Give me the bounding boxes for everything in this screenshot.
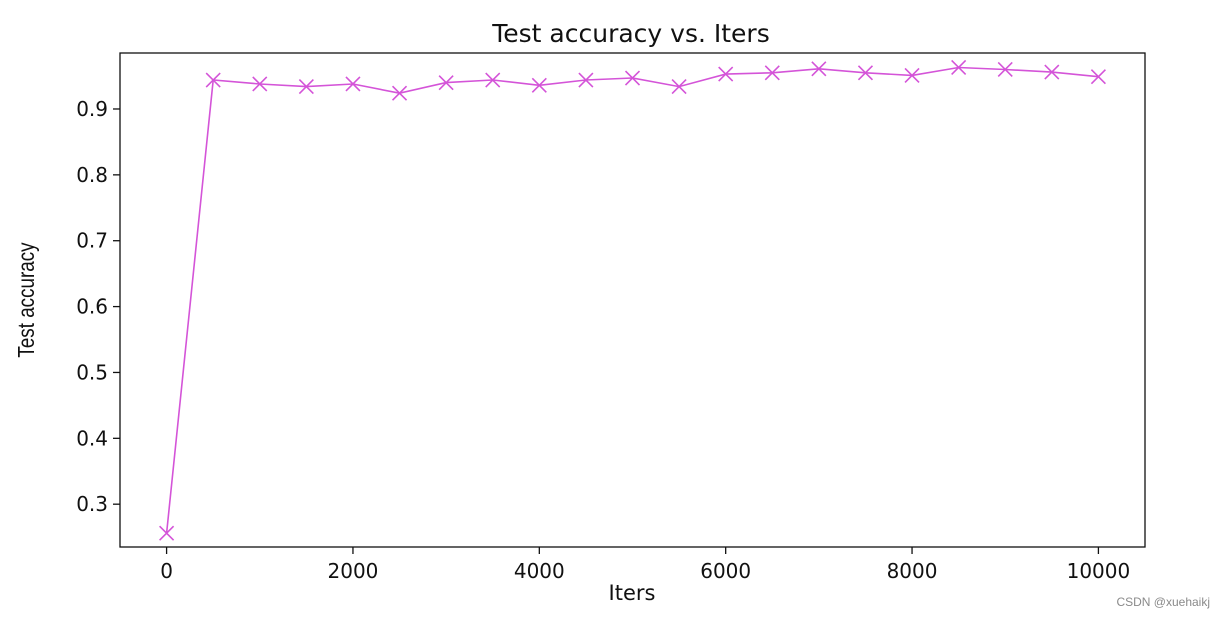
y-tick-label: 0.3	[76, 492, 108, 516]
data-point-marker	[252, 76, 268, 92]
data-point-marker	[205, 72, 221, 88]
data-point-marker	[764, 65, 780, 81]
x-tick-label: 4000	[514, 559, 565, 583]
data-point-marker	[391, 85, 408, 101]
data-point-marker	[997, 61, 1013, 78]
data-point-marker	[485, 72, 501, 88]
data-point-marker	[578, 72, 594, 88]
y-tick-label: 0.9	[76, 97, 108, 121]
data-point-marker	[671, 79, 687, 95]
data-point-marker	[298, 79, 314, 95]
data-point-marker	[951, 59, 967, 76]
data-point-marker	[1090, 69, 1106, 85]
y-tick-label: 0.7	[76, 229, 108, 253]
y-tick-label: 0.6	[76, 295, 108, 319]
chart-title: Test accuracy vs. Iters	[491, 19, 770, 48]
series-markers	[159, 59, 1106, 541]
x-tick-label: 2000	[328, 559, 379, 583]
y-tick-label: 0.8	[76, 163, 108, 187]
data-point-marker	[718, 66, 734, 82]
data-point-marker	[438, 75, 454, 91]
x-axis: 0 2000 4000 6000 8000 10000	[160, 547, 1130, 583]
x-axis-label: Iters	[609, 581, 656, 605]
x-tick-label: 0	[160, 559, 173, 583]
data-point-marker	[531, 77, 547, 93]
data-point-marker	[1044, 64, 1060, 80]
data-point-marker	[159, 525, 175, 541]
data-point-marker	[857, 65, 874, 81]
x-tick-label: 8000	[887, 559, 938, 583]
data-point-marker	[345, 76, 361, 92]
data-point-marker	[811, 61, 827, 77]
data-point-marker	[904, 67, 920, 83]
x-tick-label: 10000	[1067, 559, 1131, 583]
y-tick-label: 0.5	[76, 360, 108, 384]
data-point-marker	[624, 70, 641, 86]
y-axis-label: Test accuracy	[14, 242, 39, 358]
y-axis: 0.3 0.4 0.5 0.6 0.7 0.8 0.9	[76, 97, 120, 516]
x-tick-label: 6000	[700, 559, 751, 583]
watermark: CSDN @xuehaikj	[1116, 595, 1210, 609]
series-line	[165, 66, 1099, 534]
y-tick-label: 0.4	[76, 426, 108, 450]
plot-frame	[119, 52, 1146, 548]
